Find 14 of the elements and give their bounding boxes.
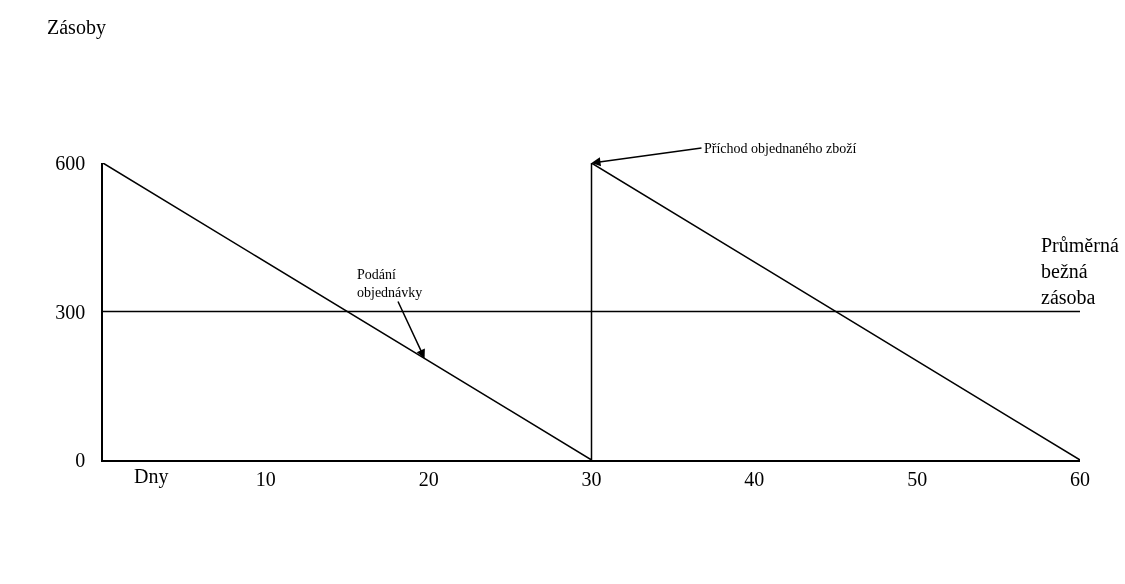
annotation: Příchod objednaného zboží bbox=[704, 141, 857, 156]
x-tick-label: 20 bbox=[418, 467, 439, 490]
x-tick-label: 10 bbox=[255, 467, 276, 490]
x-tick-label: 30 bbox=[581, 467, 602, 490]
annotation: Podání objednávky bbox=[357, 267, 423, 301]
x-tick-label: 60 bbox=[1070, 467, 1090, 490]
ref-line-label: Průměrná bežná zásoba bbox=[1041, 234, 1119, 308]
y-tick-label: 300 bbox=[55, 300, 86, 323]
y-tick-label: 600 bbox=[55, 152, 86, 174]
text: Zásoby bbox=[47, 16, 106, 39]
y-tick-label: 0 bbox=[75, 449, 86, 471]
x-tick-label: 50 bbox=[907, 467, 928, 490]
x-axis-title: Dny bbox=[134, 465, 169, 488]
x-tick-label: 40 bbox=[744, 467, 765, 490]
